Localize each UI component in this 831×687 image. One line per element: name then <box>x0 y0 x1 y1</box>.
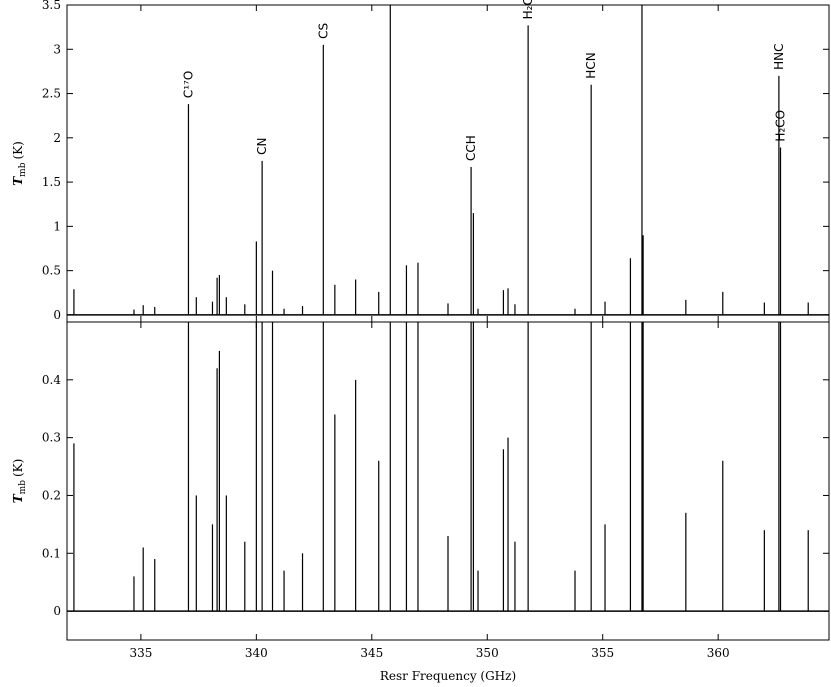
plot-area <box>67 5 829 316</box>
y-tick-label: 1.5 <box>42 175 61 189</box>
x-tick-label: 340 <box>245 646 268 660</box>
x-tick-label: 345 <box>360 646 383 660</box>
line-label: CN <box>255 137 269 154</box>
y-axis-label: Tmb (K) <box>11 459 28 504</box>
x-tick-label: 335 <box>129 646 152 660</box>
y-label-symbol: T <box>11 493 25 503</box>
line-label: HCN <box>584 52 598 78</box>
y-label-subscript: mb <box>18 162 28 177</box>
y-tick-label: 0.5 <box>42 264 61 278</box>
line-label: H₂CO <box>774 110 788 142</box>
plot-area <box>67 322 829 612</box>
y-tick-label: 0 <box>53 308 61 322</box>
line-label: CS <box>316 23 330 39</box>
y-tick-label: 0.2 <box>42 488 61 502</box>
y-label-symbol: T <box>11 176 25 186</box>
y-tick-label: 0.3 <box>42 431 61 445</box>
x-tick-label: 355 <box>591 646 614 660</box>
y-axis-label: Tmb (K) <box>11 141 28 186</box>
y-label-unit: (K) <box>11 141 25 159</box>
line-label: CCH <box>464 135 478 161</box>
frame <box>66 321 830 641</box>
frame <box>66 4 830 323</box>
y-label-subscript: mb <box>18 480 28 495</box>
y-tick-label: 2.5 <box>42 87 61 101</box>
y-tick-label: 3 <box>53 42 61 56</box>
line-label: C¹⁷O <box>181 71 195 98</box>
y-tick-label: 3.5 <box>42 0 61 12</box>
line-label: HNC <box>772 43 786 69</box>
y-tick-label: 2 <box>53 131 61 145</box>
x-axis-label: Resr Frequency (GHz) <box>380 669 516 683</box>
line-label: H₂CO <box>521 0 535 19</box>
y-label-unit: (K) <box>11 459 25 477</box>
y-tick-label: 0 <box>53 604 61 618</box>
y-tick-label: 0.4 <box>42 373 61 387</box>
x-tick-label: 350 <box>476 646 499 660</box>
x-tick-label: 360 <box>707 646 730 660</box>
y-tick-label: 1 <box>53 219 61 233</box>
y-tick-label: 0.1 <box>42 546 61 560</box>
